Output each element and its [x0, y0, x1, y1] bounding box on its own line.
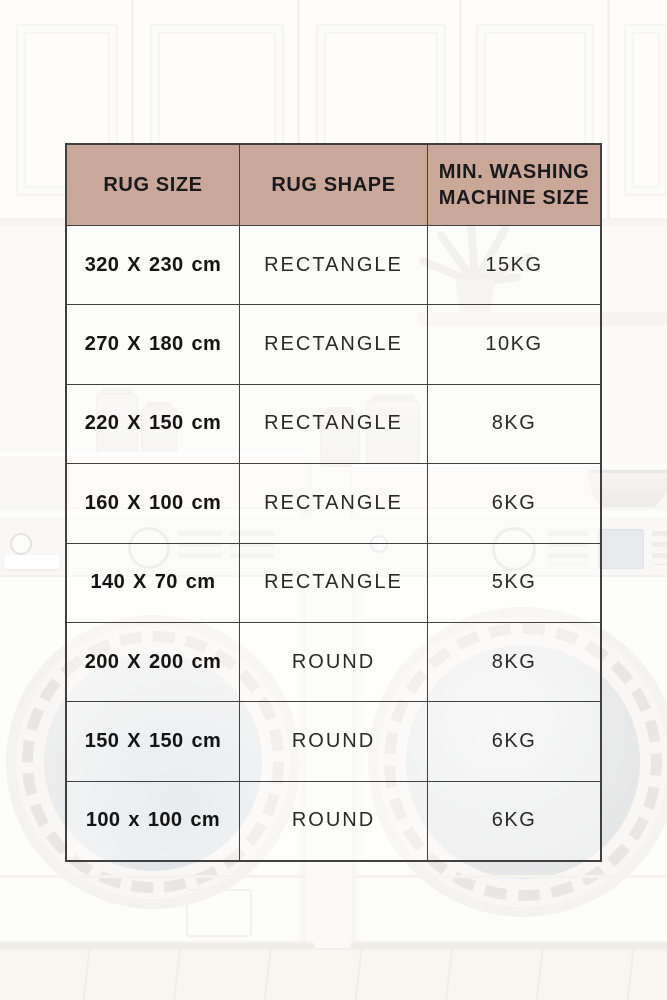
- rug-size-value: 140 X 70 cm: [67, 543, 239, 622]
- machine-size-value: 8KG: [427, 384, 600, 464]
- rug-size-value: 320 X 230 cm: [67, 226, 239, 305]
- table-row: 140 X 70 cm RECTANGLE 5KG: [67, 542, 600, 622]
- machine-size-value: 15KG: [427, 226, 600, 305]
- machine-size-value: 6KG: [427, 781, 600, 860]
- rug-shape-value: ROUND: [239, 622, 427, 702]
- table-row: 270 X 180 cm RECTANGLE 10KG: [67, 304, 600, 384]
- rug-shape-value: ROUND: [239, 702, 427, 781]
- rug-size-value: 100 x 100 cm: [67, 781, 239, 860]
- table-row: 150 X 150 cm ROUND 6KG: [67, 701, 600, 781]
- table-header-row: RUG SIZE RUG SHAPE MIN. WASHING MACHINE …: [67, 145, 600, 225]
- machine-size-value: 6KG: [427, 464, 600, 543]
- machine-size-value: 5KG: [427, 543, 600, 622]
- rug-shape-value: ROUND: [239, 781, 427, 860]
- rug-size-value: 150 X 150 cm: [67, 702, 239, 781]
- table-row: 220 X 150 cm RECTANGLE 8KG: [67, 383, 600, 464]
- table-row: 100 x 100 cm ROUND 6KG: [67, 780, 600, 860]
- machine-size-value: 10KG: [427, 305, 600, 384]
- header-rug-shape: RUG SHAPE: [239, 145, 427, 225]
- rug-shape-value: RECTANGLE: [239, 464, 427, 543]
- rug-size-table: RUG SIZE RUG SHAPE MIN. WASHING MACHINE …: [65, 143, 602, 862]
- table-row: 320 X 230 cm RECTANGLE 15KG: [67, 225, 600, 305]
- table-row: 200 X 200 cm ROUND 8KG: [67, 621, 600, 702]
- rug-size-value: 160 X 100 cm: [67, 464, 239, 543]
- rug-shape-value: RECTANGLE: [239, 543, 427, 622]
- rug-shape-value: RECTANGLE: [239, 305, 427, 384]
- rug-size-value: 270 X 180 cm: [67, 305, 239, 384]
- rug-shape-value: RECTANGLE: [239, 226, 427, 305]
- machine-size-value: 6KG: [427, 702, 600, 781]
- rug-shape-value: RECTANGLE: [239, 384, 427, 464]
- header-rug-size: RUG SIZE: [103, 174, 203, 196]
- header-machine-size: MIN. WASHING MACHINE SIZE: [427, 145, 600, 225]
- table-row: 160 X 100 cm RECTANGLE 6KG: [67, 463, 600, 543]
- machine-size-value: 8KG: [427, 622, 600, 702]
- rug-size-value: 220 X 150 cm: [67, 384, 239, 464]
- rug-size-value: 200 X 200 cm: [67, 622, 239, 702]
